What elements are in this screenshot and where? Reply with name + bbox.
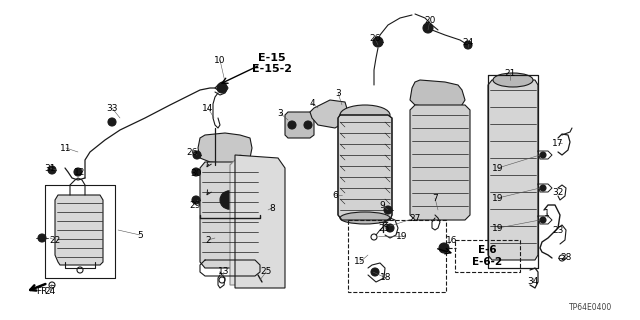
Text: 26: 26 bbox=[186, 148, 198, 156]
Circle shape bbox=[540, 217, 546, 223]
Circle shape bbox=[192, 168, 200, 176]
Text: 1: 1 bbox=[544, 209, 550, 218]
Text: 25: 25 bbox=[260, 268, 272, 276]
Text: 15: 15 bbox=[355, 258, 365, 267]
Text: 5: 5 bbox=[137, 230, 143, 239]
Circle shape bbox=[108, 118, 116, 126]
Text: TP64E0400: TP64E0400 bbox=[569, 303, 612, 312]
Text: 19: 19 bbox=[492, 194, 504, 203]
Polygon shape bbox=[488, 80, 538, 260]
Circle shape bbox=[386, 224, 394, 232]
Circle shape bbox=[74, 168, 82, 176]
Ellipse shape bbox=[493, 73, 533, 87]
Text: 24: 24 bbox=[44, 287, 56, 297]
Circle shape bbox=[217, 83, 227, 93]
Polygon shape bbox=[198, 133, 252, 163]
Text: 2: 2 bbox=[205, 236, 211, 244]
Text: 12: 12 bbox=[74, 167, 86, 177]
Circle shape bbox=[464, 41, 472, 49]
Text: 22: 22 bbox=[49, 236, 61, 244]
Polygon shape bbox=[230, 155, 282, 285]
Text: 29: 29 bbox=[189, 201, 201, 210]
Circle shape bbox=[220, 191, 238, 209]
Text: 4: 4 bbox=[309, 99, 315, 108]
Polygon shape bbox=[235, 155, 285, 288]
Polygon shape bbox=[410, 80, 465, 108]
Circle shape bbox=[384, 206, 392, 214]
Text: FR.: FR. bbox=[36, 287, 50, 297]
Circle shape bbox=[423, 23, 433, 33]
Circle shape bbox=[193, 151, 201, 159]
Text: 8: 8 bbox=[269, 204, 275, 212]
Ellipse shape bbox=[340, 212, 390, 224]
Text: 11: 11 bbox=[60, 143, 72, 153]
Text: 33: 33 bbox=[106, 103, 118, 113]
Text: 26: 26 bbox=[369, 34, 381, 43]
Text: 6: 6 bbox=[332, 190, 338, 199]
Text: 18: 18 bbox=[380, 274, 392, 283]
Circle shape bbox=[371, 268, 379, 276]
Polygon shape bbox=[338, 115, 392, 220]
Circle shape bbox=[540, 152, 546, 158]
Polygon shape bbox=[410, 105, 470, 220]
Circle shape bbox=[540, 185, 546, 191]
Text: 27: 27 bbox=[410, 213, 420, 222]
Text: 23: 23 bbox=[552, 226, 564, 235]
Text: 24: 24 bbox=[462, 37, 474, 46]
Circle shape bbox=[48, 166, 56, 174]
Text: 14: 14 bbox=[202, 103, 214, 113]
Text: 7: 7 bbox=[432, 194, 438, 203]
Circle shape bbox=[439, 243, 449, 253]
Circle shape bbox=[38, 234, 46, 242]
Polygon shape bbox=[310, 100, 348, 128]
Polygon shape bbox=[55, 195, 103, 265]
Text: 30: 30 bbox=[190, 169, 202, 178]
Circle shape bbox=[192, 196, 200, 204]
Text: 19: 19 bbox=[492, 164, 504, 172]
Text: 3: 3 bbox=[335, 89, 341, 98]
Text: E-6: E-6 bbox=[477, 245, 496, 255]
Text: 32: 32 bbox=[552, 188, 564, 196]
Text: 10: 10 bbox=[214, 55, 226, 65]
Polygon shape bbox=[200, 162, 260, 268]
Text: E-15: E-15 bbox=[258, 53, 286, 63]
Text: 28: 28 bbox=[560, 253, 572, 262]
Text: 13: 13 bbox=[218, 268, 230, 276]
Polygon shape bbox=[285, 112, 314, 138]
Text: 3: 3 bbox=[277, 108, 283, 117]
Text: 19: 19 bbox=[492, 223, 504, 233]
Circle shape bbox=[304, 121, 312, 129]
Text: 25: 25 bbox=[378, 223, 390, 233]
Text: 34: 34 bbox=[527, 277, 539, 286]
Text: 9: 9 bbox=[379, 201, 385, 210]
Circle shape bbox=[373, 37, 383, 47]
Text: 17: 17 bbox=[552, 139, 564, 148]
Ellipse shape bbox=[340, 105, 390, 125]
Text: 21: 21 bbox=[504, 68, 516, 77]
Text: E-6-2: E-6-2 bbox=[472, 257, 502, 267]
Text: 31: 31 bbox=[44, 164, 56, 172]
Text: 16: 16 bbox=[446, 236, 458, 244]
Text: 19: 19 bbox=[396, 231, 408, 241]
Text: 20: 20 bbox=[424, 15, 436, 25]
Text: E-15-2: E-15-2 bbox=[252, 64, 292, 74]
Circle shape bbox=[288, 121, 296, 129]
